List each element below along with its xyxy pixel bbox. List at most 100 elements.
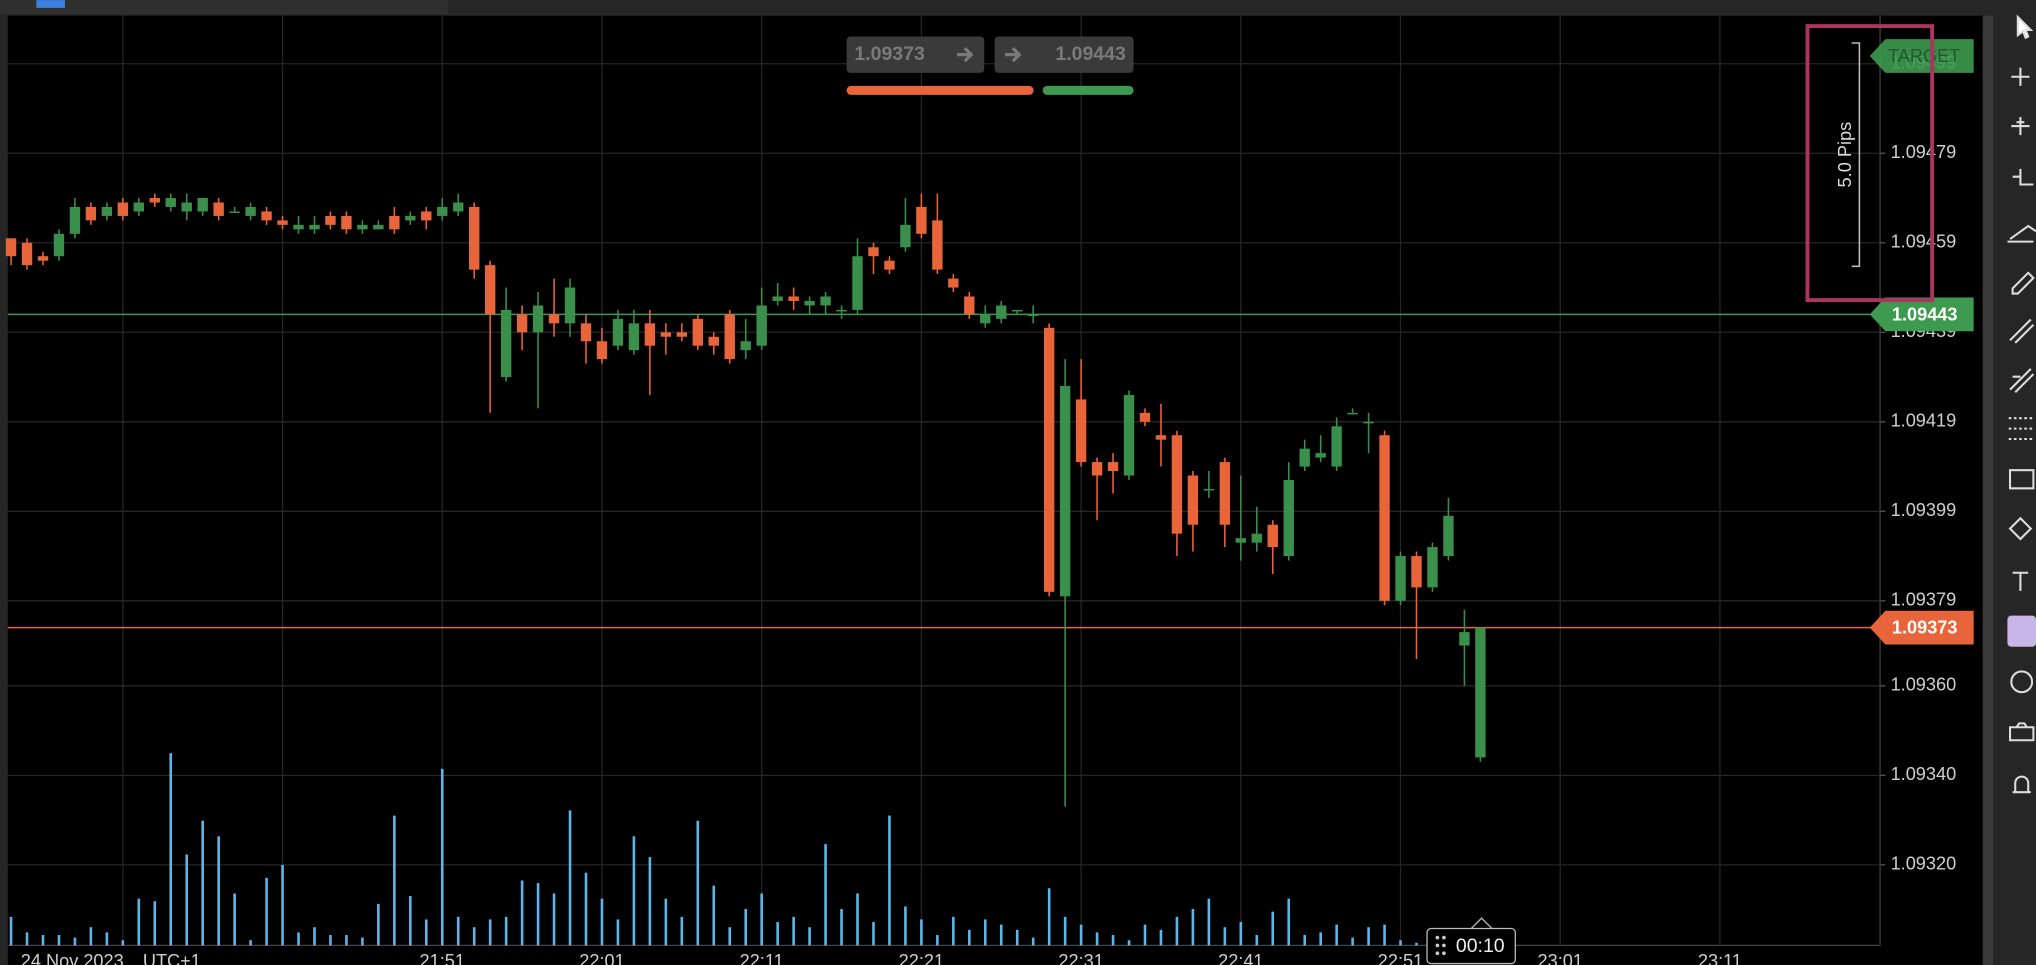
top-tab-strip [0, 0, 448, 15]
tool-pointer[interactable] [2016, 14, 2034, 40]
candle-body [1315, 453, 1326, 458]
candle-body [53, 233, 65, 257]
measure-bracket [1851, 42, 1861, 268]
volume-bar [73, 937, 77, 946]
candle-body [325, 215, 336, 225]
candle-body [1155, 435, 1167, 440]
tool-camera[interactable] [2008, 722, 2035, 742]
volume-bar [233, 893, 236, 946]
candle-body [149, 198, 160, 203]
toolbar-icons[interactable] [2007, 14, 2036, 794]
candle-body [1267, 524, 1278, 548]
volume-bar [888, 815, 891, 946]
volume-bar [1063, 916, 1067, 946]
ticket-sell-box[interactable] [846, 36, 985, 73]
volume-bar [840, 909, 843, 946]
tool-color[interactable] [2007, 615, 2036, 647]
tool-diamond[interactable] [2008, 516, 2033, 541]
y-tick-label: 1.09459 [1891, 232, 1957, 252]
candle-body [564, 287, 576, 324]
candle-body [820, 296, 831, 306]
candle-body [580, 323, 592, 342]
x-tick-label: 22:31 [1058, 951, 1103, 965]
candle-body [1059, 385, 1071, 597]
volume-bar [201, 820, 204, 946]
volume-bar [1031, 937, 1035, 946]
candle-body [1347, 412, 1358, 415]
volume-bar [648, 857, 652, 946]
y-tick-label: 1.09360 [1891, 675, 1957, 695]
volume-bar [1399, 940, 1402, 946]
candle-body [277, 220, 288, 225]
x-tick-label: 23:01 [1538, 951, 1583, 965]
measure-label: 5.0 Pips [1835, 122, 1855, 188]
candle-body [1299, 448, 1310, 467]
price-line-layer [7, 313, 1881, 629]
ticket-sell-price: 1.09373 [854, 43, 925, 65]
candle-body [245, 206, 256, 216]
date-label: 24 Nov 2023 [21, 951, 124, 965]
tool-crosshair-2[interactable] [2011, 116, 2030, 136]
candle-body [788, 296, 799, 301]
x-tick-label: 23:11 [1698, 951, 1742, 965]
candle-body [516, 314, 528, 333]
volume-bar [1191, 909, 1195, 946]
volume-bar [728, 927, 732, 946]
volume-bar [760, 893, 763, 946]
candle-body [37, 256, 49, 261]
candle-body [884, 260, 895, 270]
measure-box[interactable] [1805, 24, 1935, 303]
candle-body [724, 314, 735, 360]
volume-bar [999, 924, 1003, 946]
price-tag-label: 1.09443 [1892, 304, 1958, 324]
tool-channel[interactable] [2009, 318, 2035, 344]
volume-bar [552, 893, 556, 946]
volume-bar [488, 919, 492, 946]
volume-layer [9, 753, 1482, 946]
candle-body [1331, 426, 1342, 467]
volume-bar [1079, 924, 1083, 946]
tool-parallel[interactable] [2009, 368, 2035, 393]
volume-bar [1383, 924, 1386, 946]
candle-body [772, 296, 783, 301]
ticket-arrow [956, 47, 974, 63]
ticket-buy-price: 1.09443 [1055, 43, 1126, 65]
candle-body [948, 278, 959, 288]
candle-body [484, 265, 496, 315]
volume-bar [1111, 935, 1115, 946]
candle-body [1091, 462, 1103, 476]
volume-bar [1351, 937, 1354, 946]
countdown-grip[interactable] [1435, 935, 1446, 956]
price-tag [1869, 610, 1974, 645]
volume-bar [329, 935, 332, 946]
countdown-text: 00:10 [1456, 935, 1505, 957]
tool-fib[interactable] [2008, 417, 2035, 441]
volume-bar [616, 919, 620, 946]
top-tab-icon[interactable] [36, 0, 65, 8]
candle-body [1219, 462, 1231, 525]
candle-body [500, 309, 512, 378]
ticket-buy-box[interactable] [994, 36, 1134, 73]
toolbar [1994, 0, 2036, 965]
tool-line[interactable] [2012, 168, 2034, 186]
tool-alert[interactable] [2012, 775, 2031, 794]
candle-body [996, 305, 1007, 319]
tool-rect[interactable] [2008, 469, 2035, 490]
x-tick-label: 22:11 [740, 951, 784, 965]
x-tick-label: 22:41 [1218, 951, 1263, 965]
grid-layer: 1.094991.094791.094591.094391.094191.093… [7, 15, 1957, 965]
volume-bar [345, 935, 348, 946]
candle-body [1043, 327, 1055, 592]
tool-text[interactable] [2012, 571, 2029, 591]
candle-body [932, 220, 943, 270]
candle-body [708, 336, 719, 346]
candle-body [1427, 547, 1438, 588]
tool-crosshair[interactable] [2011, 67, 2030, 86]
volume-bar [185, 854, 189, 946]
tool-magnet[interactable] [2010, 670, 2034, 694]
tool-trend[interactable] [2007, 224, 2036, 243]
timezone-label: UTC+1 [143, 951, 201, 965]
tool-pencil[interactable] [2011, 271, 2035, 295]
candle-body [117, 202, 129, 216]
candle-body [453, 202, 464, 212]
